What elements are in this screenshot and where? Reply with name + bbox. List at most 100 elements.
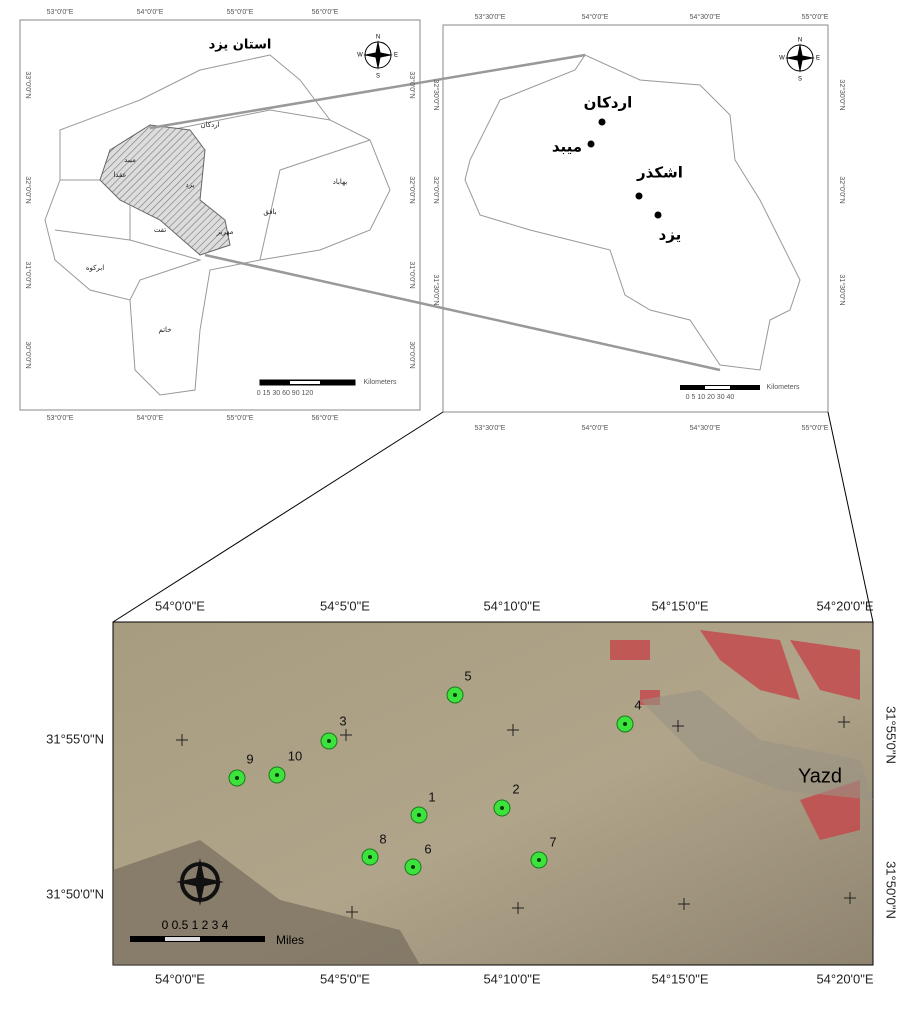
scale-label: 0 0.5 1 2 3 4 [162, 918, 229, 932]
region-label: خاتم [158, 326, 171, 334]
scale-unit: Kilometers [363, 379, 397, 386]
x-label: 55°0'0"E [227, 8, 254, 16]
y-label: 30°0'0"N [24, 341, 32, 368]
compass-label: E [394, 53, 398, 59]
y-label: 32°0'0"N [408, 176, 416, 203]
point-label: 8 [379, 831, 386, 846]
y-label: 31°50'0"N [884, 861, 899, 919]
sample-point-center [453, 693, 457, 697]
sample-point-center [537, 858, 541, 862]
sample-point-center [275, 773, 279, 777]
compass [176, 858, 224, 906]
settlement [640, 690, 873, 800]
point-label: 5 [464, 668, 471, 683]
x-label: 54°5'0"E [320, 971, 370, 986]
sample-point-center [327, 739, 331, 743]
point-label: 7 [549, 834, 556, 849]
city-label: اشکذر [636, 164, 683, 182]
y-label: 31°30'0"N [838, 274, 846, 305]
y-label: 32°0'0"N [838, 176, 846, 203]
compass-label: S [376, 74, 380, 80]
x-label: 54°0'0"E [582, 424, 609, 432]
sample-point-center [417, 813, 421, 817]
x-label: 54°30'0"E [690, 13, 721, 21]
city-label: اردکان [584, 94, 633, 112]
y-label: 32°0'0"N [432, 176, 440, 203]
compass-label: N [376, 35, 380, 41]
region-label: یزد [186, 181, 195, 189]
y-label: 30°0'0"N [408, 341, 416, 368]
x-label: 54°30'0"E [690, 424, 721, 432]
point-label: 9 [246, 751, 253, 766]
y-label: 32°0'0"N [24, 176, 32, 203]
region-label: بافق [263, 208, 276, 216]
scale-unit: Kilometers [766, 384, 800, 391]
x-label: 55°0'0"E [227, 414, 254, 422]
sample-point-center [368, 855, 372, 859]
scale-unit: Miles [276, 933, 304, 947]
region-label: عقدا [113, 171, 126, 179]
region-label: میبد [124, 156, 136, 164]
region-label: مهریز [216, 228, 234, 236]
x-label: 54°15'0"E [651, 598, 708, 613]
x-label: 54°15'0"E [651, 971, 708, 986]
sample-point-center [623, 722, 627, 726]
y-label: 31°55'0"N [884, 706, 899, 764]
y-label: 31°55'0"N [46, 731, 104, 746]
point-label: 3 [339, 713, 346, 728]
x-label: 54°5'0"E [320, 598, 370, 613]
scale-bar [290, 381, 320, 384]
x-label: 54°20'0"E [816, 598, 873, 613]
terrain [113, 840, 420, 965]
grid-cross [176, 716, 856, 918]
y-label: 33°0'0"N [24, 71, 32, 98]
study-area-outline [464, 54, 801, 371]
y-label: 32°30'0"N [838, 79, 846, 110]
compass [363, 40, 393, 70]
city-label: یزد [659, 226, 682, 244]
region-label: بهاباد [333, 178, 348, 186]
compass-label: W [779, 56, 785, 62]
x-label: 53°0'0"E [47, 8, 74, 16]
scale-label: 0 5 10 20 30 40 [686, 394, 735, 401]
y-label: 31°50'0"N [46, 886, 104, 901]
x-label: 54°0'0"E [582, 13, 609, 21]
y-label: 31°0'0"N [408, 261, 416, 288]
scale-bar [705, 386, 730, 389]
region-label: ابرکوه [86, 264, 104, 272]
point-label: 2 [512, 781, 519, 796]
scale-bar [165, 937, 200, 941]
y-label: 32°30'0"N [432, 79, 440, 110]
x-label: 56°0'0"E [312, 8, 339, 16]
compass-label: W [357, 53, 363, 59]
y-label: 31°0'0"N [24, 261, 32, 288]
city-dot [587, 118, 662, 219]
compass-label: E [816, 56, 820, 62]
point-label: 4 [634, 697, 641, 712]
map-title: استان یزد [209, 38, 272, 53]
x-label: 53°30'0"E [475, 13, 506, 21]
point-label: 10 [288, 748, 302, 763]
x-label: 55°0'0"E [802, 13, 829, 21]
point-label: 6 [424, 841, 431, 856]
sample-point-center [411, 865, 415, 869]
x-label: 54°0'0"E [155, 598, 205, 613]
compass [785, 43, 815, 73]
connector [112, 411, 874, 623]
study-area [99, 124, 231, 256]
city-label: میبد [552, 138, 582, 156]
compass-label: N [798, 38, 802, 44]
y-label: 33°0'0"N [408, 71, 416, 98]
x-label: 54°10'0"E [483, 971, 540, 986]
compass-label: S [798, 77, 802, 83]
sample-point-center [235, 776, 239, 780]
x-label: 54°0'0"E [137, 414, 164, 422]
x-label: 56°0'0"E [312, 414, 339, 422]
region-label: اردکان [200, 121, 219, 129]
point-label: 1 [428, 789, 435, 804]
y-label: 31°30'0"N [432, 274, 440, 305]
city-label: Yazd [798, 765, 842, 787]
x-label: 53°0'0"E [47, 414, 74, 422]
x-label: 54°0'0"E [137, 8, 164, 16]
